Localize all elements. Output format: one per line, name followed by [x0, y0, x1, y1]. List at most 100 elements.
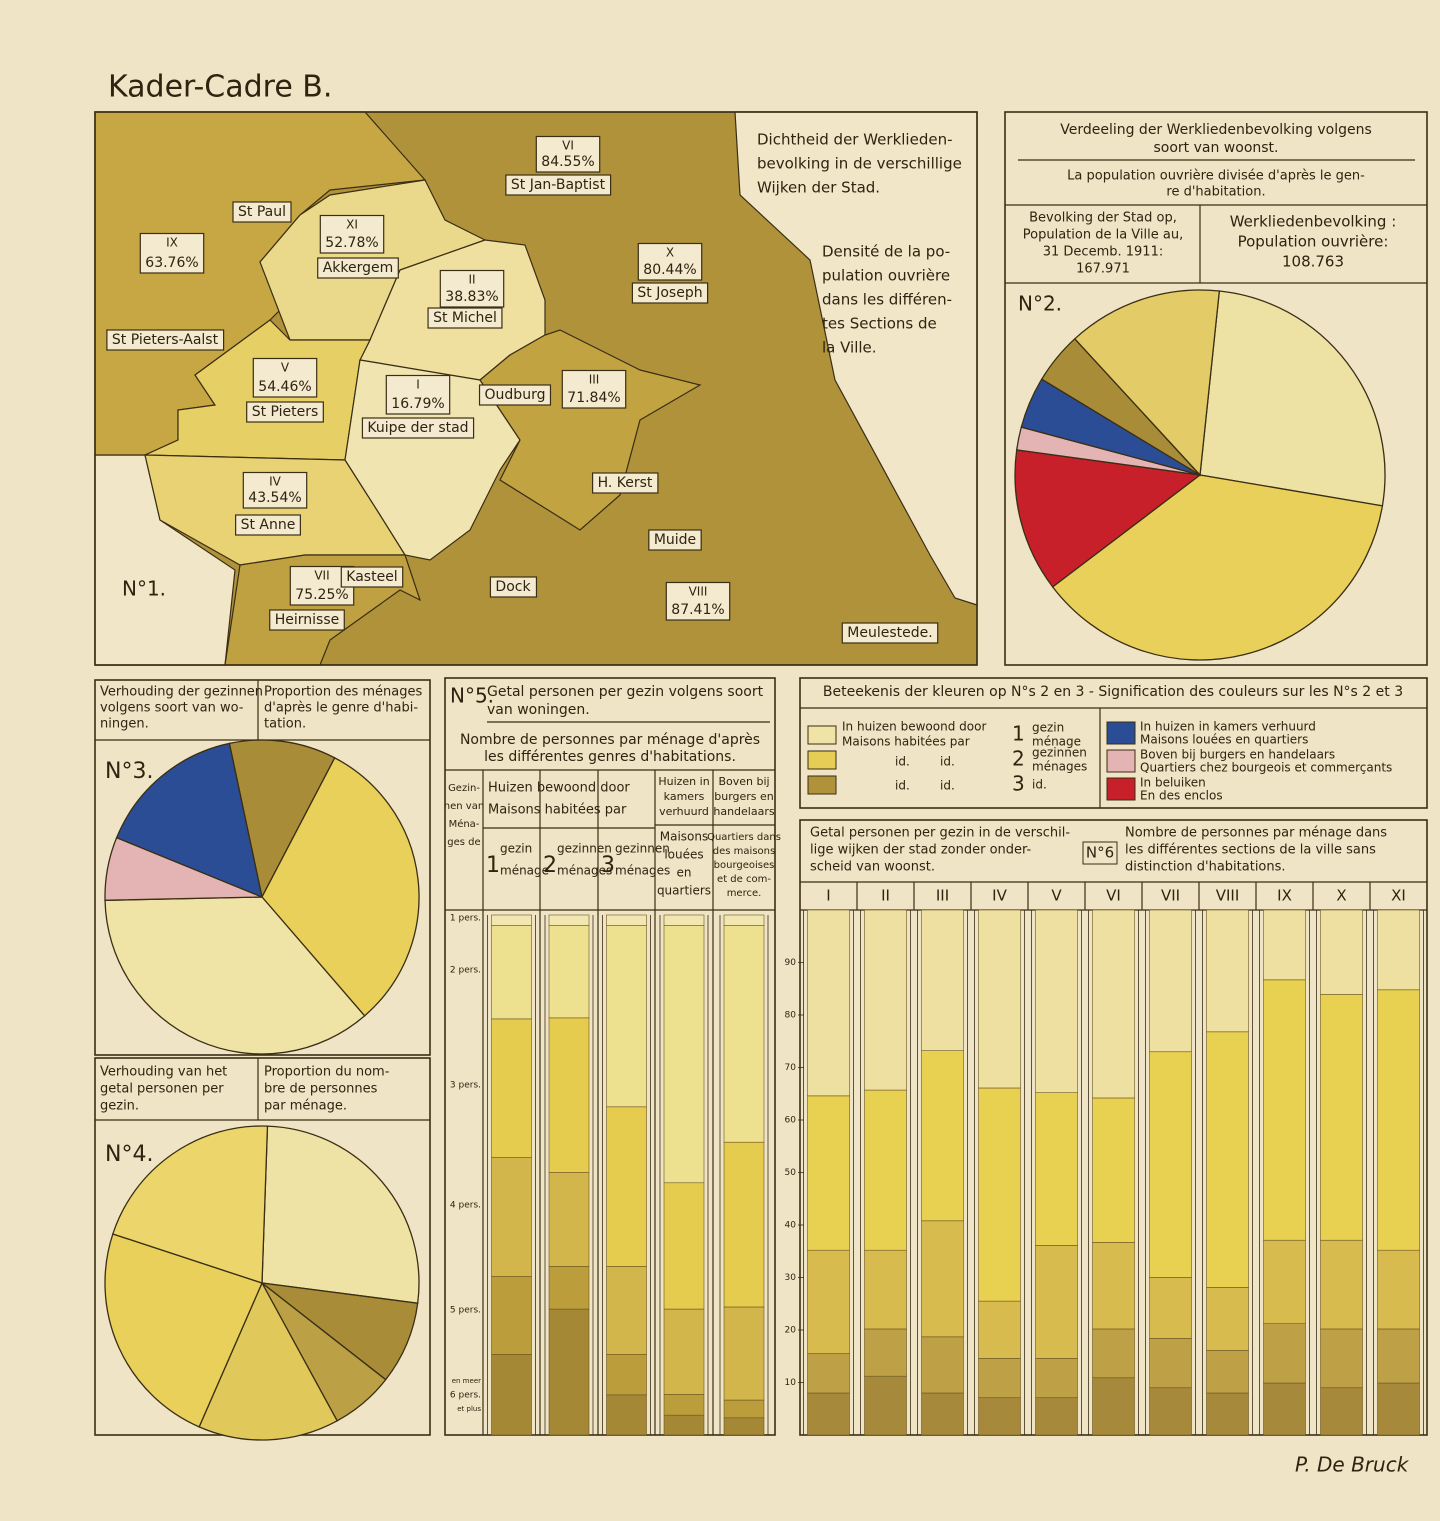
chart-subtitle: Nombre de personnes par ménage dans [1125, 826, 1387, 841]
bar-segment [807, 1392, 850, 1436]
category-label: gezinnen [615, 842, 670, 856]
legend-number: 1 [1012, 722, 1025, 746]
pie-slice [261, 1125, 420, 1304]
map-caption: Dichtheid der Werklieden- [757, 131, 953, 149]
chart-title: lige wijken der stad zonder onder- [810, 843, 1032, 858]
category-label: quartiers [657, 884, 711, 898]
bar-segment [1092, 1377, 1135, 1436]
bar-segment [1263, 909, 1306, 981]
legend-number: 3 [1012, 772, 1025, 796]
bar-segment [723, 925, 765, 1143]
bar-segment [606, 914, 647, 926]
chart-subtitle: bre de personnes [264, 1082, 378, 1097]
pie-slice [1073, 289, 1221, 477]
chart-subtitle: tation. [264, 717, 306, 732]
place-label: Dock [489, 576, 538, 598]
section-name: Kuipe der stad [367, 420, 468, 436]
chart-title: Getal personen per gezin in de verschil- [810, 826, 1070, 841]
label-box [478, 384, 552, 406]
bar-segment [1149, 1387, 1192, 1436]
label-box [252, 357, 318, 398]
bar-segment [1377, 909, 1420, 991]
population-text: Population de la Ville au, [1023, 228, 1183, 243]
section-numeral: VIII [689, 585, 708, 599]
bar-segment [1092, 1242, 1135, 1330]
bar-segment [807, 1249, 850, 1354]
x-tick-label: VI [1106, 887, 1121, 905]
legend-text: In huizen bewoond door [842, 720, 986, 734]
y-tick-label: 20 [785, 1326, 797, 1336]
place-name: Oudburg [485, 387, 546, 403]
bar-segment [606, 1354, 647, 1396]
x-tick-label: VII [1161, 887, 1180, 905]
chart-number: N°2. [1018, 292, 1062, 316]
chart-title: getal personen per [100, 1082, 224, 1097]
category-header: Boven bij [718, 775, 769, 788]
category-label: en [677, 866, 692, 880]
legend-text: ménages [1032, 760, 1087, 774]
bar-segment [1092, 909, 1135, 1099]
section-name: St Joseph [631, 282, 709, 304]
section-name: St Michel [427, 307, 503, 329]
bar-segment [1035, 1397, 1078, 1436]
section-numeral: VII [314, 569, 329, 583]
section-numeral: I [416, 378, 420, 392]
y-tick-label: 40 [785, 1221, 797, 1231]
row-header: ges de [447, 837, 480, 848]
section-percent: 63.76% [145, 255, 198, 271]
chart-number: N°5. [450, 684, 494, 708]
label-box [246, 401, 324, 423]
bar-segment [663, 1414, 705, 1436]
category-label: Quartiers dans [707, 832, 781, 843]
bar-segment [663, 1182, 705, 1310]
population-text: 167.971 [1076, 262, 1130, 277]
pie-slice [104, 896, 366, 1055]
category-number: 2 [543, 853, 557, 878]
place-label: H. Kerst [591, 472, 659, 494]
pie-slice [228, 739, 336, 899]
section-percent: 80.44% [643, 262, 696, 278]
section-label: V 54.46% [252, 357, 318, 398]
bar-segment [1035, 1358, 1078, 1399]
bar-segment [978, 1397, 1021, 1436]
place-name: Muide [654, 532, 696, 548]
bar-segment [921, 1050, 964, 1222]
legend-text: gezinnen [1032, 746, 1087, 760]
section-name: St Jan-Baptist [511, 177, 606, 193]
section-label: III 71.84% [561, 369, 627, 409]
bar-segment [1263, 1239, 1306, 1324]
bar-segment [1092, 1328, 1135, 1379]
category-label: louées [664, 848, 703, 862]
section-percent: 38.83% [445, 289, 498, 305]
chart-title: scheid van woonst. [810, 860, 935, 875]
legend-swatch [1106, 777, 1136, 801]
bar-segment [723, 1306, 765, 1401]
label-box [631, 282, 709, 304]
bar-segment [864, 1328, 907, 1377]
section-percent: 71.84% [567, 390, 620, 406]
bar-segment [1149, 1277, 1192, 1339]
bar-segment [1377, 1328, 1420, 1384]
bar-segment [723, 914, 765, 926]
section-label: IX 63.76% [139, 232, 205, 274]
group-header: Maisons habitées par [488, 803, 627, 818]
label-box [841, 622, 939, 644]
label-box [232, 201, 292, 223]
bar-segment [548, 914, 590, 926]
label-box [385, 374, 451, 415]
bar-segment [548, 1017, 590, 1173]
category-label: et de com- [717, 874, 771, 885]
pie-slice [1014, 449, 1202, 588]
chart-subtitle: les différentes sections de la ville san… [1125, 843, 1376, 858]
panel-frame [799, 677, 1428, 809]
bar-segment [491, 1018, 532, 1158]
chart-subtitle: par ménage. [264, 1099, 347, 1114]
y-tick-label: 10 [785, 1378, 797, 1388]
x-tick-label: IX [1277, 887, 1292, 905]
place-name: St Paul [238, 204, 286, 220]
y-tick-label: 50 [785, 1168, 797, 1178]
bar-segment [807, 1353, 850, 1394]
bar-segment [864, 1249, 907, 1330]
bar-segment [978, 1300, 1021, 1359]
section-percent: 54.46% [258, 379, 311, 395]
